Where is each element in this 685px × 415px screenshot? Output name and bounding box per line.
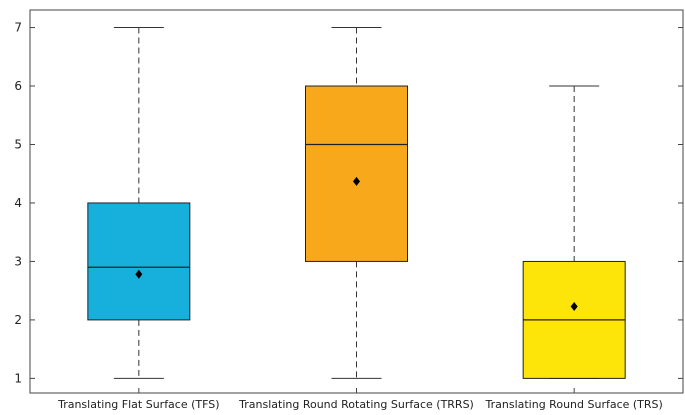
y-tick-label: 4 (14, 196, 22, 210)
box-group (305, 27, 408, 379)
mean-marker (135, 269, 143, 279)
x-category-label: Translating Round Surface (TRS) (485, 398, 663, 411)
box-group (522, 85, 626, 379)
iqr-box (87, 202, 191, 321)
y-tick-label: 1 (14, 371, 22, 385)
mean-marker (570, 301, 578, 311)
x-category-label: Translating Round Rotating Surface (TRRS… (238, 398, 474, 411)
box-group (87, 27, 191, 379)
mean-marker (353, 176, 360, 186)
boxes-layer (87, 27, 626, 379)
y-tick-label: 7 (14, 21, 22, 35)
y-tick-label: 3 (14, 254, 22, 268)
x-axis: Translating Flat Surface (TFS) Translatin… (57, 388, 663, 411)
y-tick-label: 2 (14, 313, 22, 327)
y-tick-label: 6 (14, 79, 22, 93)
x-category-label: Translating Flat Surface (TFS) (57, 398, 219, 411)
y-tick-label: 5 (14, 137, 22, 151)
iqr-box (305, 85, 408, 262)
y-axis: 1 2 3 4 5 6 7 (14, 21, 683, 385)
